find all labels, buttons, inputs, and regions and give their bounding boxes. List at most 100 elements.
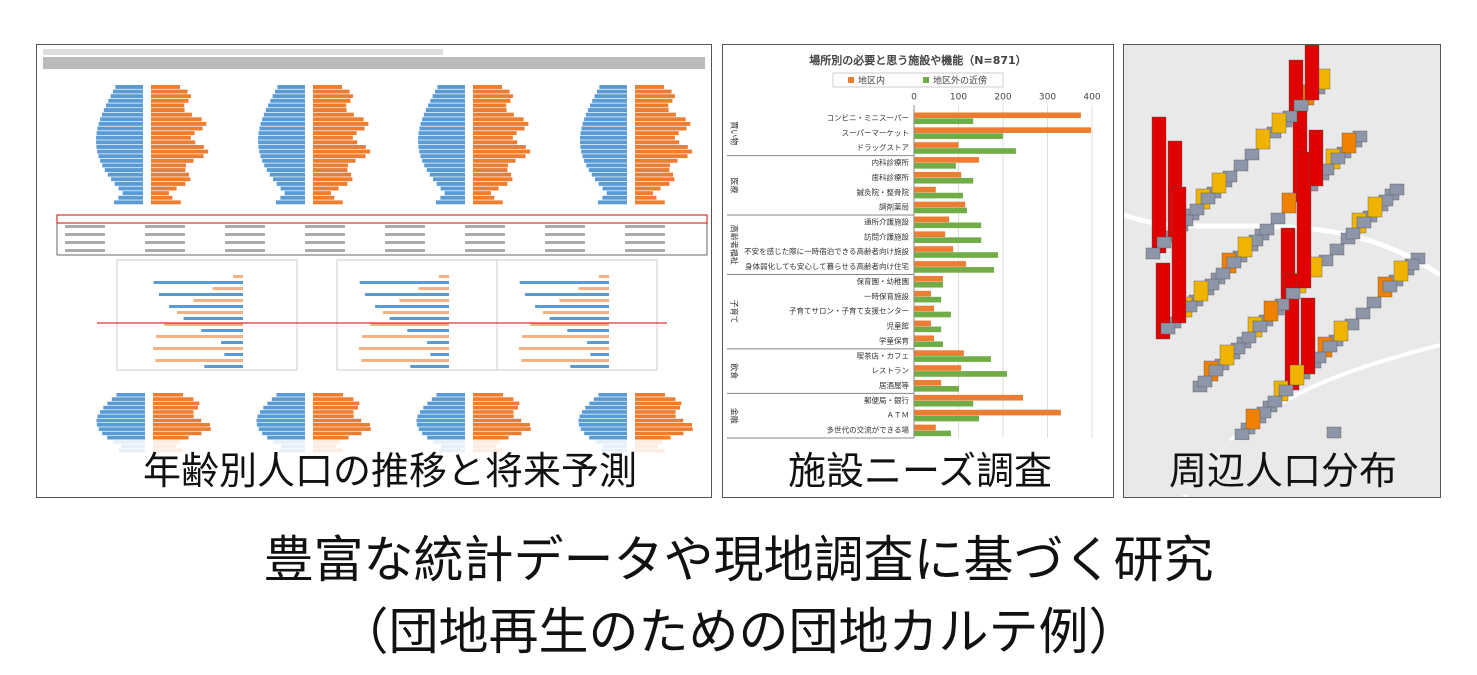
pyramid-shape	[635, 154, 688, 159]
block	[1252, 320, 1268, 333]
block	[1245, 408, 1261, 430]
bar	[914, 415, 979, 422]
category-label: 訪問介護施設	[864, 231, 909, 241]
table-text	[305, 225, 345, 228]
pyramid-shape	[582, 154, 627, 159]
pyramid-shape	[635, 145, 688, 149]
mini-bar	[153, 281, 243, 284]
pyramid-shape	[118, 195, 143, 200]
pyramid-shape	[313, 427, 371, 431]
block	[1255, 128, 1271, 150]
pyramid-shape	[581, 149, 627, 154]
block	[1285, 287, 1301, 300]
category-label: 不安を感じた際に一時宿泊できる高齢者向け施設	[744, 246, 909, 256]
pyramid-shape	[584, 431, 627, 436]
pyramid-shape	[635, 172, 674, 177]
pyramid-shape	[585, 112, 627, 117]
mini-bar	[587, 341, 609, 344]
panel-caption: 年齢別人口の推移と将来予測	[90, 440, 690, 495]
category-label: 学童保育	[879, 335, 909, 345]
pyramid-shape	[313, 423, 370, 427]
pyramid-shape	[635, 112, 676, 117]
pyramid-shape	[595, 177, 627, 182]
pyramid-shape	[422, 431, 465, 436]
pyramid-shape	[313, 158, 356, 163]
bar	[914, 394, 1024, 401]
block	[1271, 112, 1287, 134]
pyramid-shape	[313, 393, 344, 397]
mini-bar	[543, 311, 609, 314]
pyramid-shape	[420, 154, 465, 159]
table-text	[385, 233, 425, 236]
block	[1208, 364, 1224, 377]
pyramid-shape	[263, 405, 305, 410]
bar	[914, 409, 1061, 416]
category-label: 喫茶店・カフェ	[857, 350, 910, 360]
pyramid-shape	[151, 200, 181, 205]
pyramid-shape	[580, 140, 627, 145]
pyramid-shape	[313, 112, 354, 117]
category-label: 一時保育施設	[864, 291, 909, 301]
pyramid-shape	[313, 200, 343, 205]
legend-swatch	[848, 77, 854, 83]
pyramid-shape	[435, 200, 465, 205]
block	[1356, 216, 1372, 229]
bar	[914, 186, 936, 193]
bar	[914, 163, 956, 169]
pyramid-shape	[473, 191, 491, 196]
block	[1233, 159, 1249, 172]
pyramid-shape	[431, 397, 465, 401]
mini-bar	[535, 305, 609, 308]
pyramid-shape	[266, 168, 305, 172]
bar	[914, 290, 931, 297]
pyramid-shape	[473, 131, 517, 136]
pyramid-shape	[473, 414, 514, 419]
block	[1241, 331, 1257, 344]
bar	[914, 335, 935, 342]
pyramid-shape	[276, 181, 305, 186]
pyramid-shape	[313, 435, 349, 440]
age-document	[43, 49, 708, 453]
pyramid-shape	[473, 423, 530, 427]
pyramid-shape	[580, 131, 627, 136]
table-text	[385, 249, 425, 252]
pyramid-shape	[473, 168, 508, 172]
pyramid-shape	[96, 418, 145, 423]
pyramid-shape	[419, 410, 465, 414]
main-caption: （団地再生のための団地カルテ例）	[338, 603, 1139, 661]
pyramid-shape	[473, 163, 508, 168]
pyramid-shape	[151, 195, 173, 200]
block	[1197, 375, 1213, 388]
pyramid-shape	[635, 121, 691, 126]
pyramid-shape	[592, 98, 627, 103]
mini-bar	[177, 311, 243, 314]
pyramid-shape	[111, 177, 143, 182]
pyramid-shape	[256, 418, 305, 423]
pyramid-shape	[427, 401, 465, 406]
category-label: ＡＴＭ	[887, 411, 910, 420]
pyramid-shape	[416, 423, 465, 427]
pyramid-shape	[635, 177, 675, 182]
mini-bar	[224, 353, 243, 356]
group-label: 子育て	[730, 300, 740, 324]
pyramid-shape	[586, 163, 627, 168]
pyramid-shape	[635, 181, 670, 186]
mini-bar	[567, 329, 609, 332]
mini-bar	[233, 275, 243, 278]
pyramid-shape	[427, 435, 465, 440]
table-text	[225, 233, 265, 236]
pyramid-shape	[440, 186, 465, 191]
pyramid-shape	[580, 427, 627, 431]
pyramid-shape	[151, 154, 204, 159]
pyramid-shape	[313, 126, 365, 131]
pyramid-shape	[433, 177, 465, 182]
needs-chart: 場所別の必要と思う施設や機能（N=871） 地区内 地区外の近傍 0 100 200 300…	[727, 53, 1101, 439]
pyramid-shape	[272, 94, 305, 99]
pyramid-shape	[635, 186, 661, 191]
block	[1219, 344, 1235, 366]
mini-bar	[164, 323, 243, 326]
pyramid-shape	[473, 98, 511, 103]
pyramid-shape	[313, 410, 354, 414]
panel-caption: 施設ニーズ調査	[740, 440, 1100, 495]
block	[1333, 320, 1349, 342]
